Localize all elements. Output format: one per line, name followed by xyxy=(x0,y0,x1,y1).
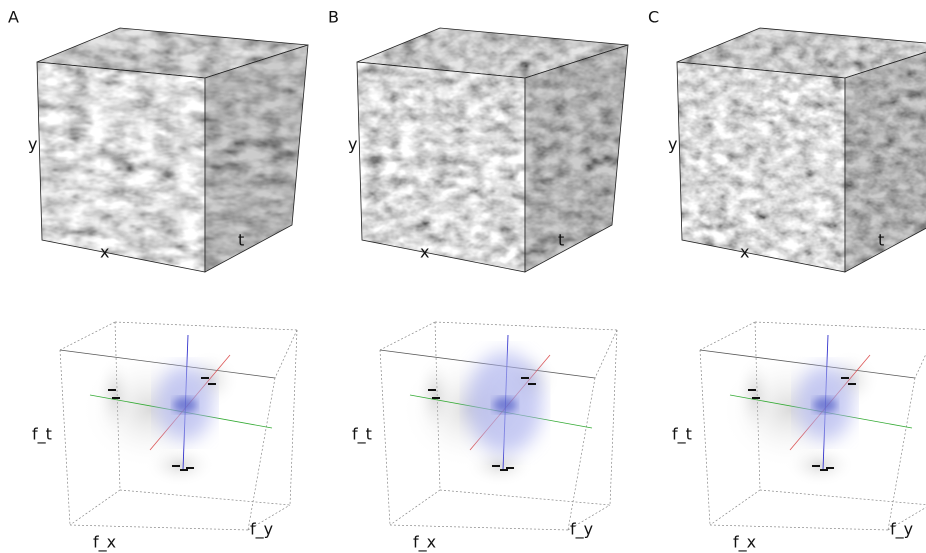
box-edge xyxy=(59,349,71,526)
box-edge xyxy=(289,329,298,506)
spectral-core xyxy=(173,397,197,413)
box-edge xyxy=(119,489,291,506)
box-edge xyxy=(389,524,569,531)
axis-label: f_y xyxy=(570,520,593,540)
axis-label: t xyxy=(238,231,244,250)
box-edge xyxy=(699,321,756,351)
cube-front-face xyxy=(357,62,525,272)
box-edge xyxy=(699,349,711,526)
box-edge xyxy=(609,329,618,506)
spectral-core xyxy=(493,397,517,413)
axis-label: f_t xyxy=(32,425,52,445)
axis-label: y xyxy=(348,135,357,154)
axis-label: f_y xyxy=(890,520,913,540)
spectral-core xyxy=(813,397,837,413)
axis-label: f_t xyxy=(352,425,372,445)
cube-edge xyxy=(204,44,309,273)
panel-label: B xyxy=(328,8,339,27)
box-edge xyxy=(69,489,121,526)
axis-label: t xyxy=(878,231,884,250)
box-edge xyxy=(439,489,611,506)
box-edge xyxy=(914,353,926,379)
box-edge xyxy=(567,377,596,531)
axis-label: f_x xyxy=(93,533,116,553)
cube-front-face xyxy=(677,62,845,272)
cube-side-face xyxy=(845,45,926,272)
axis-label: x xyxy=(420,243,429,262)
box-edge xyxy=(379,349,391,526)
texture xyxy=(677,62,845,272)
axis-label: y xyxy=(28,135,37,154)
panel: Cy x t f_t f_x f_y xyxy=(648,8,926,553)
shade xyxy=(845,45,926,272)
panel-label: C xyxy=(648,8,659,27)
box-edge xyxy=(59,321,116,351)
box-edge xyxy=(887,377,916,531)
cube-edge xyxy=(844,51,926,273)
box-edge xyxy=(434,321,618,331)
box-edge xyxy=(759,489,926,505)
panel: Ay x t f_t f_x f_y xyxy=(8,8,309,553)
box-edge xyxy=(114,321,298,331)
box-edge xyxy=(709,524,889,531)
axis-label: y xyxy=(668,135,677,154)
box-edge xyxy=(247,504,291,531)
box-edge xyxy=(709,489,761,526)
axis-label: f_t xyxy=(672,425,692,445)
box-edge xyxy=(567,504,611,531)
cube-front-face xyxy=(37,62,205,272)
panel: By x t f_t f_x f_y xyxy=(328,8,629,553)
axis-label: f_y xyxy=(250,520,273,540)
axis-label: x xyxy=(100,243,109,262)
texture xyxy=(37,62,205,272)
axis-label: f_x xyxy=(733,533,756,553)
box-edge xyxy=(887,506,926,531)
box-edge xyxy=(754,321,926,330)
box-edge xyxy=(594,329,618,379)
box-edge xyxy=(247,377,276,531)
box-edge xyxy=(379,321,436,351)
box-edge xyxy=(69,524,249,531)
axis-label: t xyxy=(558,231,564,250)
cube-edge xyxy=(524,44,629,273)
box-edge xyxy=(274,329,298,379)
axis-label: f_x xyxy=(413,533,436,553)
texture xyxy=(845,45,926,272)
panel-label: A xyxy=(8,8,19,27)
axis-label: x xyxy=(740,243,749,262)
box-edge xyxy=(389,489,441,526)
texture xyxy=(357,62,525,272)
